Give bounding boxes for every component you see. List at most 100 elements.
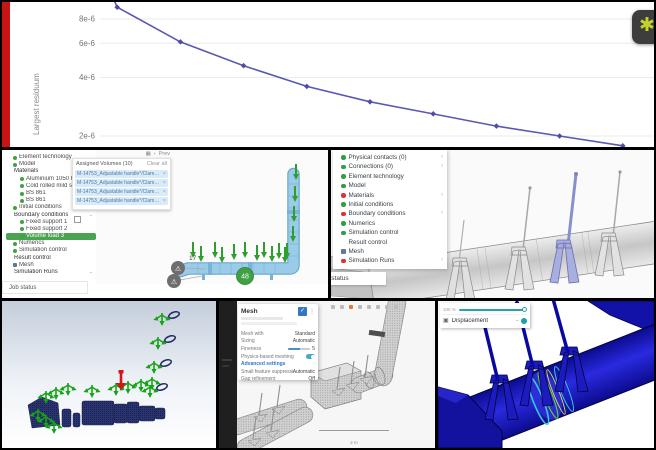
tool-icon[interactable]	[385, 305, 389, 309]
volume-label: M-14753_Adjustable handle*/Clamp 1	[77, 171, 161, 177]
chevron-right-icon: ›	[441, 154, 443, 160]
menu-item-label: Physical contacts (0)	[348, 154, 407, 161]
status-icon	[341, 174, 346, 179]
menu-item[interactable]: Mesh	[333, 247, 447, 256]
status-icon	[20, 191, 24, 196]
grid-icon[interactable]: ▦	[145, 151, 151, 157]
setting-value[interactable]: Off	[308, 376, 315, 383]
tool-icon[interactable]	[358, 305, 362, 309]
tool-icon[interactable]	[376, 305, 380, 309]
tree-item-label: Simulation control	[19, 247, 67, 254]
remove-icon[interactable]: ×	[162, 171, 166, 177]
tree-item[interactable]: Initial conditions	[6, 204, 96, 211]
tree-item[interactable]: BS 861	[6, 190, 96, 197]
green-count-badge[interactable]: 48	[236, 267, 254, 285]
setting-value[interactable]: 5	[288, 346, 315, 352]
menu-item[interactable]: Result control	[333, 238, 447, 247]
setting-value[interactable]	[306, 354, 315, 360]
settings-row[interactable]: Physics-based meshing	[238, 353, 318, 361]
menu-item[interactable]: Materials ›	[333, 191, 447, 200]
settings-row[interactable]: Advanced settings	[238, 360, 318, 368]
assigned-volume-row[interactable]: M-14753_Adjustable handle*/Clamp 2 ×	[75, 179, 168, 187]
status-icon	[341, 164, 346, 170]
tree-item[interactable]: Fixed support 1	[6, 219, 96, 226]
tree-item-label: Result control	[14, 254, 51, 261]
chevron-right-icon: ›	[441, 210, 443, 217]
tree-item[interactable]: Simulation Runs ⌄	[6, 269, 96, 276]
assigned-volume-row[interactable]: M-14753_Adjustable handle*/Clamp 3 ×	[75, 188, 168, 196]
back-icon[interactable]: ‹	[153, 151, 156, 157]
warning-badges[interactable]: ⚠ ⚠ 17	[167, 255, 206, 288]
status-icon	[13, 162, 17, 167]
tree-item[interactable]: Mesh	[6, 262, 96, 269]
tree-item[interactable]: Volume load 3	[6, 233, 96, 241]
status-icon	[20, 177, 24, 182]
warning-icon: ⚠	[171, 278, 177, 286]
menu-item[interactable]: Initial conditions	[333, 200, 447, 209]
tree-item[interactable]: Cold rolled mild steel	[6, 183, 96, 190]
menu-item[interactable]: Model	[333, 181, 447, 190]
menu-item[interactable]: Simulation control	[333, 228, 447, 237]
chevron-right-icon: ›	[441, 257, 443, 264]
add-assignment-checkbox[interactable]	[74, 216, 81, 223]
remove-icon[interactable]: ×	[162, 189, 166, 195]
settings-row[interactable]: Fineness 5	[238, 345, 318, 353]
menu-item-label: Boundary conditions	[348, 210, 406, 218]
tree-item[interactable]: Boundary conditions ⌄	[6, 212, 96, 219]
menu-item[interactable]: Physical contacts (0) ›	[333, 153, 447, 162]
dialog-subtitle-skeleton	[238, 316, 318, 330]
visibility-toggle[interactable]	[521, 317, 527, 324]
tree-item-label: Numerics	[19, 240, 45, 247]
remove-icon[interactable]: ×	[162, 198, 166, 204]
assigned-volume-row[interactable]: M-14753_Adjustable handle*/Clamp 4 ×	[75, 197, 168, 205]
result-field-label[interactable]: Displacement	[451, 317, 489, 324]
setting-value[interactable]: Automatic	[292, 368, 315, 375]
menu-item[interactable]: Connections (0) ›	[333, 162, 447, 171]
help-widget-button[interactable]: ✱	[632, 10, 654, 44]
tool-icon[interactable]	[331, 305, 335, 309]
volume-label: M-14753_Adjustable handle*/Clamp 4	[77, 198, 161, 204]
slider-knob[interactable]	[522, 307, 527, 312]
tree-item[interactable]: BS 861	[6, 197, 96, 204]
menu-item-label: Materials	[348, 191, 375, 199]
opacity-slider[interactable]	[458, 307, 527, 312]
settings-row[interactable]: Sizing Automatic	[238, 338, 318, 346]
setting-value[interactable]: Standard	[294, 330, 315, 337]
settings-row[interactable]: Gap refinement Off	[238, 376, 318, 384]
tree-item[interactable]: Simulation control	[6, 247, 96, 254]
settings-row[interactable]: Small feature suppression Automatic	[238, 368, 318, 376]
prev-label[interactable]: Prev	[158, 151, 170, 157]
assigned-volumes-card: Assigned Volumes (10) Clear all M-14753_…	[72, 158, 171, 210]
remove-icon[interactable]: ×	[162, 180, 166, 186]
more-options-icon[interactable]: ⋮	[309, 308, 315, 315]
tree-item[interactable]: Result control	[6, 255, 96, 262]
tree-item[interactable]: Aluminium 1050 H14	[6, 176, 96, 183]
menu-item-label: Model	[348, 182, 366, 190]
menu-item[interactable]: Boundary conditions ›	[333, 209, 447, 218]
assigned-volume-row[interactable]: M-14753_Adjustable handle*/Clamp 1 ×	[75, 170, 168, 178]
tree-item[interactable]: Fixed support 2	[6, 226, 96, 233]
tool-icon[interactable]	[340, 305, 344, 309]
tree-item-label: Fixed support 2	[26, 225, 68, 232]
viewport-3d-result[interactable]	[438, 301, 654, 448]
apply-button[interactable]: ✓	[298, 306, 307, 316]
setting-value[interactable]: Automatic	[292, 338, 315, 345]
mesh-settings-dialog: Mesh ✓ ⋮ Mesh with Standard Sizing Autom…	[238, 304, 318, 382]
tool-icon[interactable]	[367, 305, 371, 309]
menu-item[interactable]: Simulation Runs ›	[333, 256, 447, 265]
tool-icon-active[interactable]	[349, 305, 353, 309]
menu-item[interactable]: Numerics	[333, 219, 447, 228]
tree-item[interactable]: Model	[6, 161, 96, 168]
menu-item-label: Mesh	[348, 247, 364, 255]
chevron-down-icon: ⌄	[88, 211, 93, 218]
status-icon	[13, 249, 17, 254]
clear-all-link[interactable]: Clear all	[146, 161, 167, 167]
menu-item[interactable]: Element technology	[333, 172, 447, 181]
viewport-3d-fixtures[interactable]	[2, 301, 216, 448]
tree-item[interactable]: Element technology	[6, 154, 96, 161]
dialog-title: Mesh	[241, 307, 258, 315]
tree-item[interactable]: Numerics	[6, 240, 96, 247]
settings-row[interactable]: Mesh with Standard	[238, 330, 318, 338]
setting-label: Gap refinement	[241, 376, 276, 383]
tool-icon[interactable]	[394, 305, 398, 309]
